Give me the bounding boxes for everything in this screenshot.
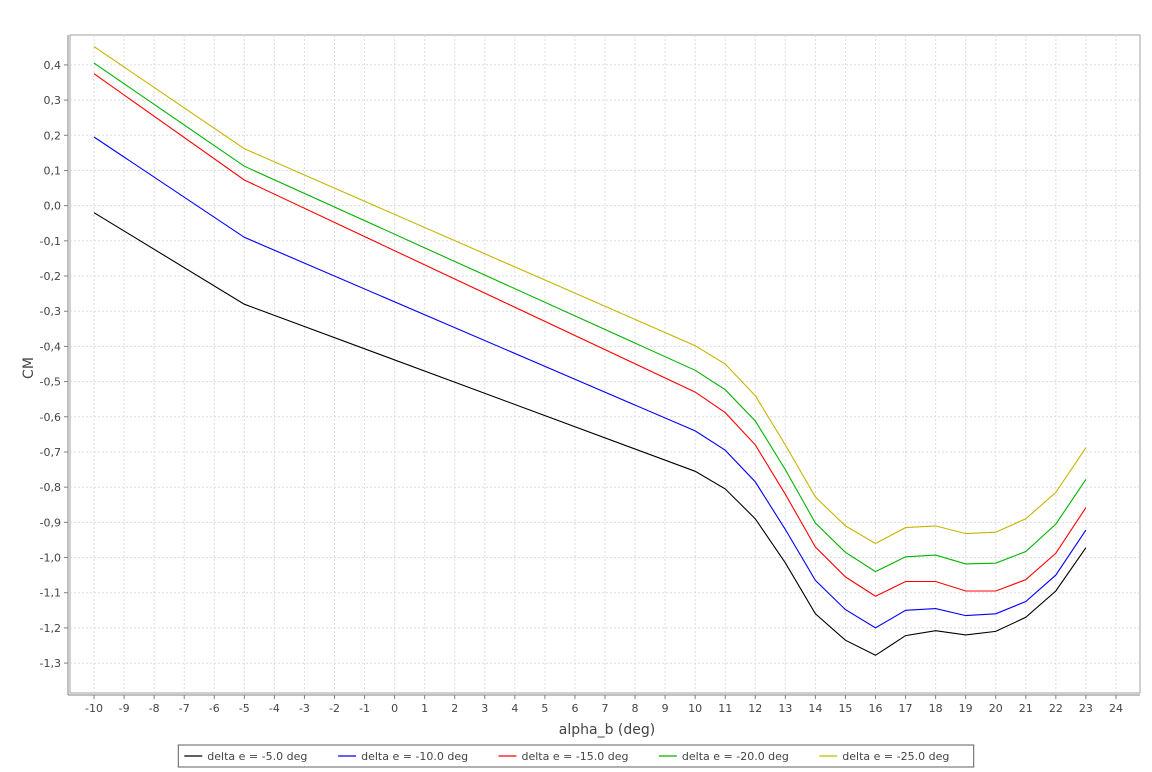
y-tick-label: 0,3: [44, 94, 62, 107]
x-tick-label: 6: [571, 702, 578, 715]
x-tick-label: -7: [179, 702, 190, 715]
y-axis-title: CM: [21, 357, 37, 379]
x-tick-label: 1: [421, 702, 428, 715]
x-tick-label: 24: [1109, 702, 1123, 715]
series-lines: [93, 46, 1087, 656]
legend-label-4: delta e = -20.0 deg: [682, 750, 789, 763]
y-tick-label: 0,1: [44, 164, 62, 177]
legend-label-1: delta e = -5.0 deg: [207, 750, 307, 763]
legend: delta e = -5.0 deg delta e = -10.0 deg del…: [177, 744, 975, 768]
x-tick-label: 5: [541, 702, 548, 715]
x-tick-label: 17: [899, 702, 913, 715]
x-tick-label: 11: [718, 702, 732, 715]
x-axis-title: alpha_b (deg): [559, 722, 655, 738]
x-tick-label: 16: [869, 702, 883, 715]
x-tick-label: 7: [602, 702, 609, 715]
series-line-5: [93, 46, 1087, 545]
x-tick-label: 13: [778, 702, 792, 715]
x-tick-label: 22: [1049, 702, 1063, 715]
y-tick-label: 0,2: [44, 129, 62, 142]
x-tick-label: 21: [1019, 702, 1033, 715]
legend-label-2: delta e = -10.0 deg: [361, 750, 468, 763]
y-tick-label: -0,8: [40, 481, 61, 494]
x-tick-label: -4: [269, 702, 280, 715]
x-tick-label: -6: [209, 702, 220, 715]
y-tick-label: -1,3: [40, 657, 61, 670]
x-tick-label: -2: [329, 702, 340, 715]
axes: -10 -9 -8 -7 -6 -5 -4 -3 -2 -1 0 1 2 3 4 5 6 7 8 9 10 11 12 13 1…: [40, 35, 1140, 715]
x-tick-label: -10: [85, 702, 103, 715]
legend-label-3: delta e = -15.0 deg: [522, 750, 629, 763]
x-tick-label: -5: [239, 702, 250, 715]
series-line-1: [93, 212, 1087, 656]
x-tick-label: 12: [748, 702, 762, 715]
y-tick-label: -0,2: [40, 270, 61, 283]
y-tick-label: -0,5: [40, 376, 61, 389]
x-tick-label: 18: [929, 702, 943, 715]
y-tick-label: -1,2: [40, 622, 61, 635]
x-tick-label: 9: [662, 702, 669, 715]
x-tick-label: -3: [299, 702, 310, 715]
x-tick-label: 4: [511, 702, 518, 715]
x-tick-label: 8: [632, 702, 639, 715]
series-line-2: [93, 136, 1087, 629]
x-tick-label: 10: [688, 702, 702, 715]
y-tick-label: -1,1: [40, 587, 61, 600]
series-line-4: [93, 62, 1087, 573]
y-tick-label: -0,4: [40, 340, 61, 353]
x-tick-label: 0: [391, 702, 398, 715]
y-tick-label: -0,6: [40, 411, 61, 424]
y-tick-label: -0,7: [40, 446, 61, 459]
legend-box: [177, 744, 975, 768]
x-tick-label: 2: [451, 702, 458, 715]
y-tick-label: -1,0: [40, 552, 61, 565]
x-tick-label: 14: [808, 702, 822, 715]
x-tick-label: -1: [359, 702, 370, 715]
x-tick-label: 15: [838, 702, 852, 715]
x-tick-label: -8: [149, 702, 160, 715]
x-tick-label: 3: [481, 702, 488, 715]
x-tick-label: 23: [1079, 702, 1093, 715]
x-tick-label: 20: [989, 702, 1003, 715]
y-tick-label: -0,3: [40, 305, 61, 318]
x-tick-label: 19: [959, 702, 973, 715]
legend-label-5: delta e = -25.0 deg: [842, 750, 949, 763]
y-tick-label: 0,4: [44, 59, 62, 72]
y-tick-label: 0,0: [44, 200, 62, 213]
y-tick-label: -0,9: [40, 516, 61, 529]
grid: [70, 35, 1140, 693]
x-tick-label: -9: [119, 702, 130, 715]
series-line-3: [93, 73, 1087, 597]
y-tick-label: -0,1: [40, 235, 61, 248]
